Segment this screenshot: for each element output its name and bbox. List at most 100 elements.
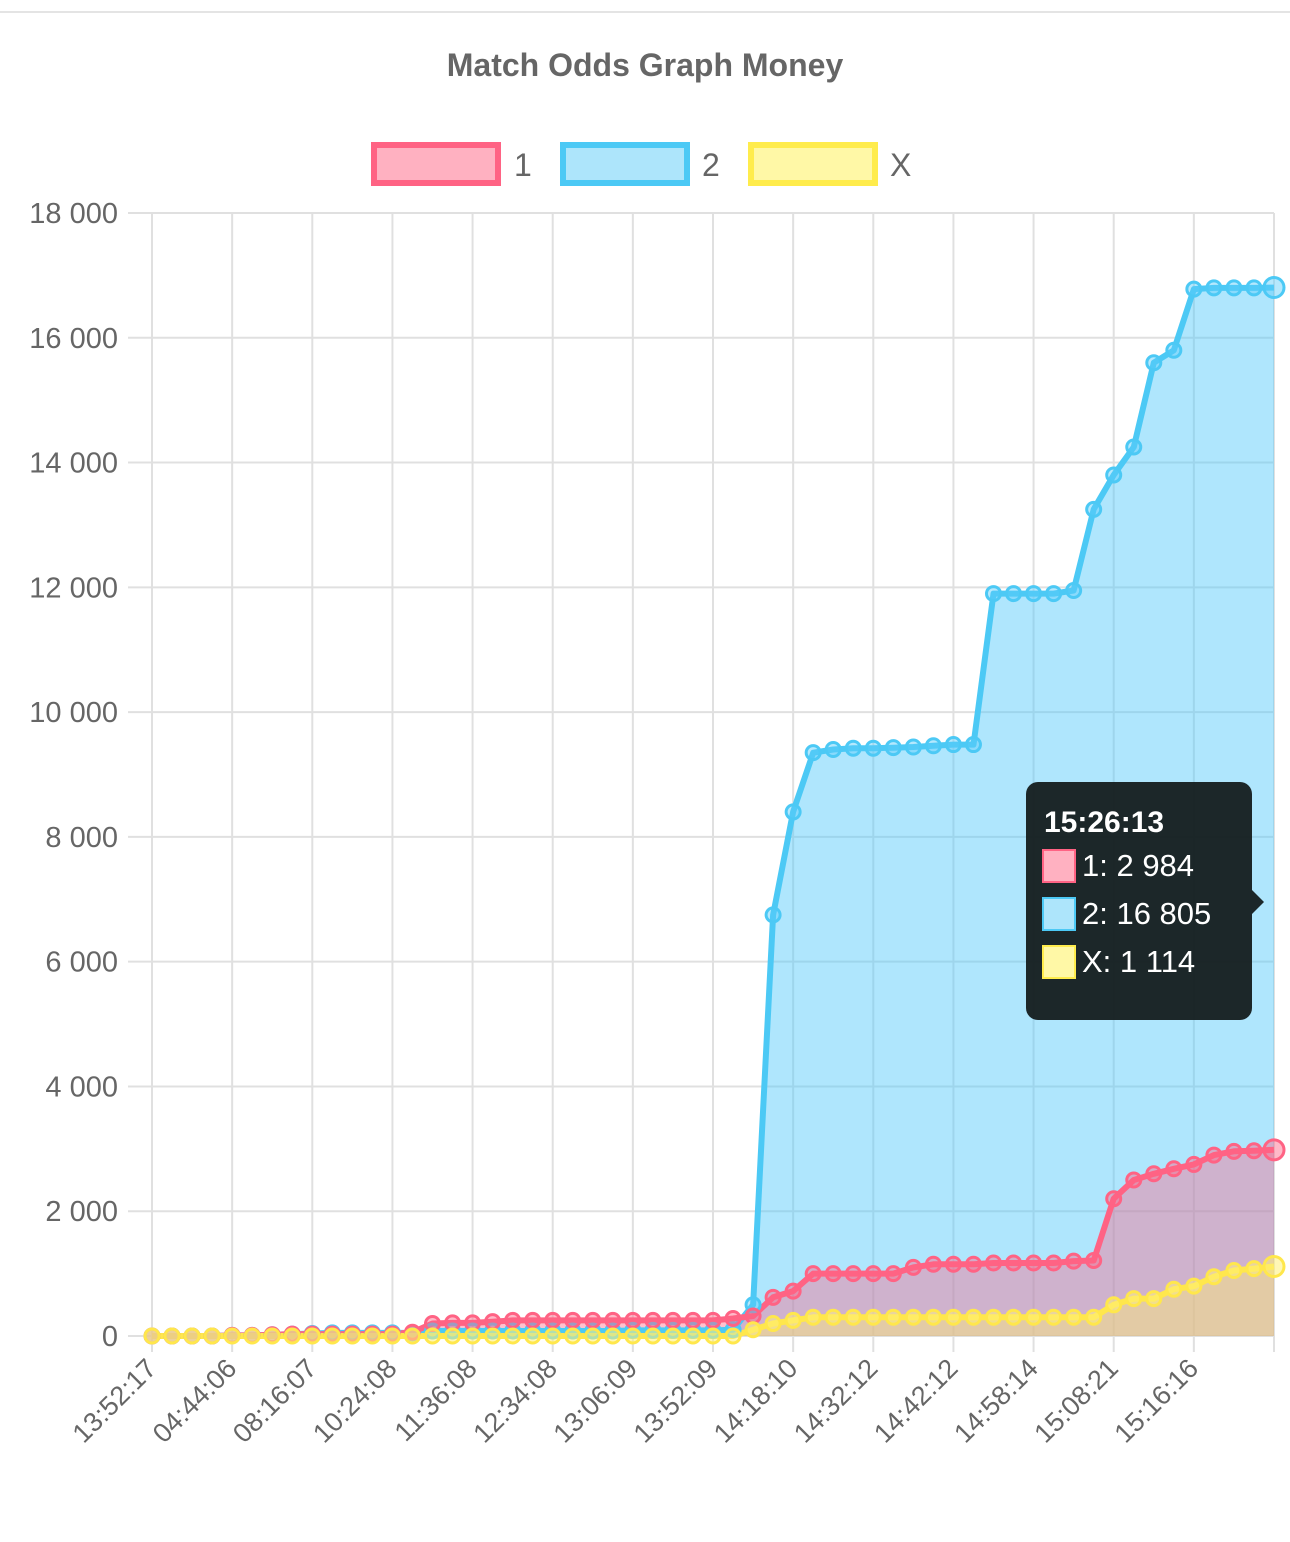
series-2-point[interactable]	[964, 736, 982, 754]
series-1-point[interactable]	[664, 1311, 682, 1329]
series-x-point[interactable]	[1205, 1268, 1223, 1286]
series-x-point[interactable]	[504, 1327, 522, 1345]
series-1-point[interactable]	[504, 1311, 522, 1329]
series-1-point[interactable]	[784, 1282, 802, 1300]
series-x-point[interactable]	[424, 1327, 441, 1345]
series-1-point[interactable]	[584, 1311, 602, 1329]
series-1-point[interactable]	[1145, 1165, 1163, 1183]
series-x-point[interactable]	[985, 1308, 1002, 1326]
series-x-point[interactable]	[1185, 1277, 1203, 1295]
legend-item-x[interactable]: X	[748, 142, 911, 186]
series-2-point[interactable]	[844, 739, 862, 757]
series-2-point[interactable]	[904, 738, 922, 756]
series-x-point[interactable]	[143, 1327, 161, 1345]
series-x-point[interactable]	[223, 1327, 241, 1345]
series-x-point[interactable]	[1105, 1296, 1123, 1314]
series-2-point[interactable]	[1085, 500, 1103, 518]
series-x-point[interactable]	[1262, 1254, 1286, 1278]
series-1-point[interactable]	[704, 1311, 722, 1329]
series-x-point[interactable]	[1245, 1260, 1263, 1278]
series-x-point[interactable]	[363, 1327, 381, 1345]
series-2-point[interactable]	[1165, 341, 1183, 359]
series-x-point[interactable]	[484, 1327, 502, 1345]
series-x-point[interactable]	[684, 1327, 702, 1345]
series-1-point[interactable]	[1065, 1252, 1083, 1270]
series-2-point[interactable]	[1125, 438, 1143, 456]
series-2-point[interactable]	[1105, 466, 1123, 484]
series-x-point[interactable]	[784, 1311, 802, 1329]
series-1-point[interactable]	[564, 1311, 582, 1329]
series-2-point[interactable]	[1185, 280, 1203, 298]
series-x-point[interactable]	[1025, 1308, 1043, 1326]
series-1-point[interactable]	[864, 1265, 882, 1283]
series-x-point[interactable]	[464, 1327, 482, 1345]
series-x-point[interactable]	[444, 1327, 462, 1345]
series-2-point[interactable]	[1065, 581, 1083, 599]
series-x-point[interactable]	[824, 1308, 842, 1326]
series-1-point[interactable]	[824, 1265, 842, 1283]
series-x-point[interactable]	[183, 1327, 201, 1345]
series-1-point[interactable]	[1005, 1254, 1023, 1272]
series-x-point[interactable]	[243, 1327, 261, 1345]
series-x-point[interactable]	[724, 1327, 742, 1345]
series-1-point[interactable]	[604, 1311, 622, 1329]
series-x-point[interactable]	[764, 1315, 782, 1333]
series-1-point[interactable]	[724, 1310, 742, 1328]
series-x-point[interactable]	[944, 1308, 962, 1326]
series-1-point[interactable]	[764, 1288, 782, 1306]
series-1-point[interactable]	[544, 1311, 562, 1329]
series-1-point[interactable]	[1205, 1146, 1223, 1164]
series-1-point[interactable]	[524, 1311, 542, 1329]
series-x-point[interactable]	[884, 1308, 902, 1326]
series-2-point[interactable]	[784, 803, 802, 821]
series-1-point[interactable]	[944, 1255, 962, 1273]
series-x-point[interactable]	[704, 1327, 722, 1345]
series-x-point[interactable]	[844, 1308, 862, 1326]
series-1-point[interactable]	[1105, 1190, 1123, 1208]
series-x-point[interactable]	[1165, 1280, 1183, 1298]
series-x-point[interactable]	[524, 1327, 542, 1345]
series-2-point[interactable]	[1205, 279, 1223, 297]
series-2-point[interactable]	[944, 736, 962, 754]
series-x-point[interactable]	[664, 1327, 682, 1345]
series-1-point[interactable]	[684, 1311, 702, 1329]
series-x-point[interactable]	[1125, 1290, 1143, 1308]
series-2-point[interactable]	[1245, 279, 1263, 297]
series-1-point[interactable]	[1025, 1254, 1043, 1272]
series-x-point[interactable]	[644, 1327, 662, 1345]
series-x-point[interactable]	[624, 1327, 642, 1345]
series-x-point[interactable]	[744, 1321, 762, 1339]
series-1-point[interactable]	[1165, 1160, 1183, 1178]
series-1-point[interactable]	[644, 1311, 662, 1329]
series-x-point[interactable]	[584, 1327, 602, 1345]
series-x-point[interactable]	[1145, 1290, 1163, 1308]
series-x-point[interactable]	[383, 1327, 401, 1345]
series-x-point[interactable]	[604, 1327, 622, 1345]
series-x-point[interactable]	[964, 1308, 982, 1326]
series-1-point[interactable]	[985, 1254, 1002, 1272]
legend-item-2[interactable]: 2	[560, 142, 720, 186]
series-2-point[interactable]	[824, 741, 842, 759]
series-2-point[interactable]	[1045, 585, 1063, 603]
series-2-point[interactable]	[1225, 279, 1243, 297]
series-1-point[interactable]	[1125, 1171, 1143, 1189]
series-x-point[interactable]	[924, 1308, 942, 1326]
series-2-point[interactable]	[1005, 585, 1023, 603]
series-x-point[interactable]	[904, 1308, 922, 1326]
series-2-point[interactable]	[1025, 585, 1043, 603]
series-1-point[interactable]	[884, 1265, 902, 1283]
series-2-point[interactable]	[804, 744, 822, 762]
series-1-point[interactable]	[1262, 1138, 1286, 1162]
series-x-point[interactable]	[283, 1327, 301, 1345]
series-x-point[interactable]	[864, 1308, 882, 1326]
series-x-point[interactable]	[163, 1327, 181, 1345]
series-x-point[interactable]	[1045, 1308, 1063, 1326]
series-1-point[interactable]	[1045, 1254, 1063, 1272]
series-2-point[interactable]	[985, 585, 1002, 603]
series-x-point[interactable]	[804, 1308, 822, 1326]
series-x-point[interactable]	[203, 1327, 221, 1345]
series-1-point[interactable]	[744, 1307, 762, 1325]
series-x-point[interactable]	[1085, 1308, 1103, 1326]
series-1-point[interactable]	[924, 1255, 942, 1273]
series-1-point[interactable]	[624, 1311, 642, 1329]
